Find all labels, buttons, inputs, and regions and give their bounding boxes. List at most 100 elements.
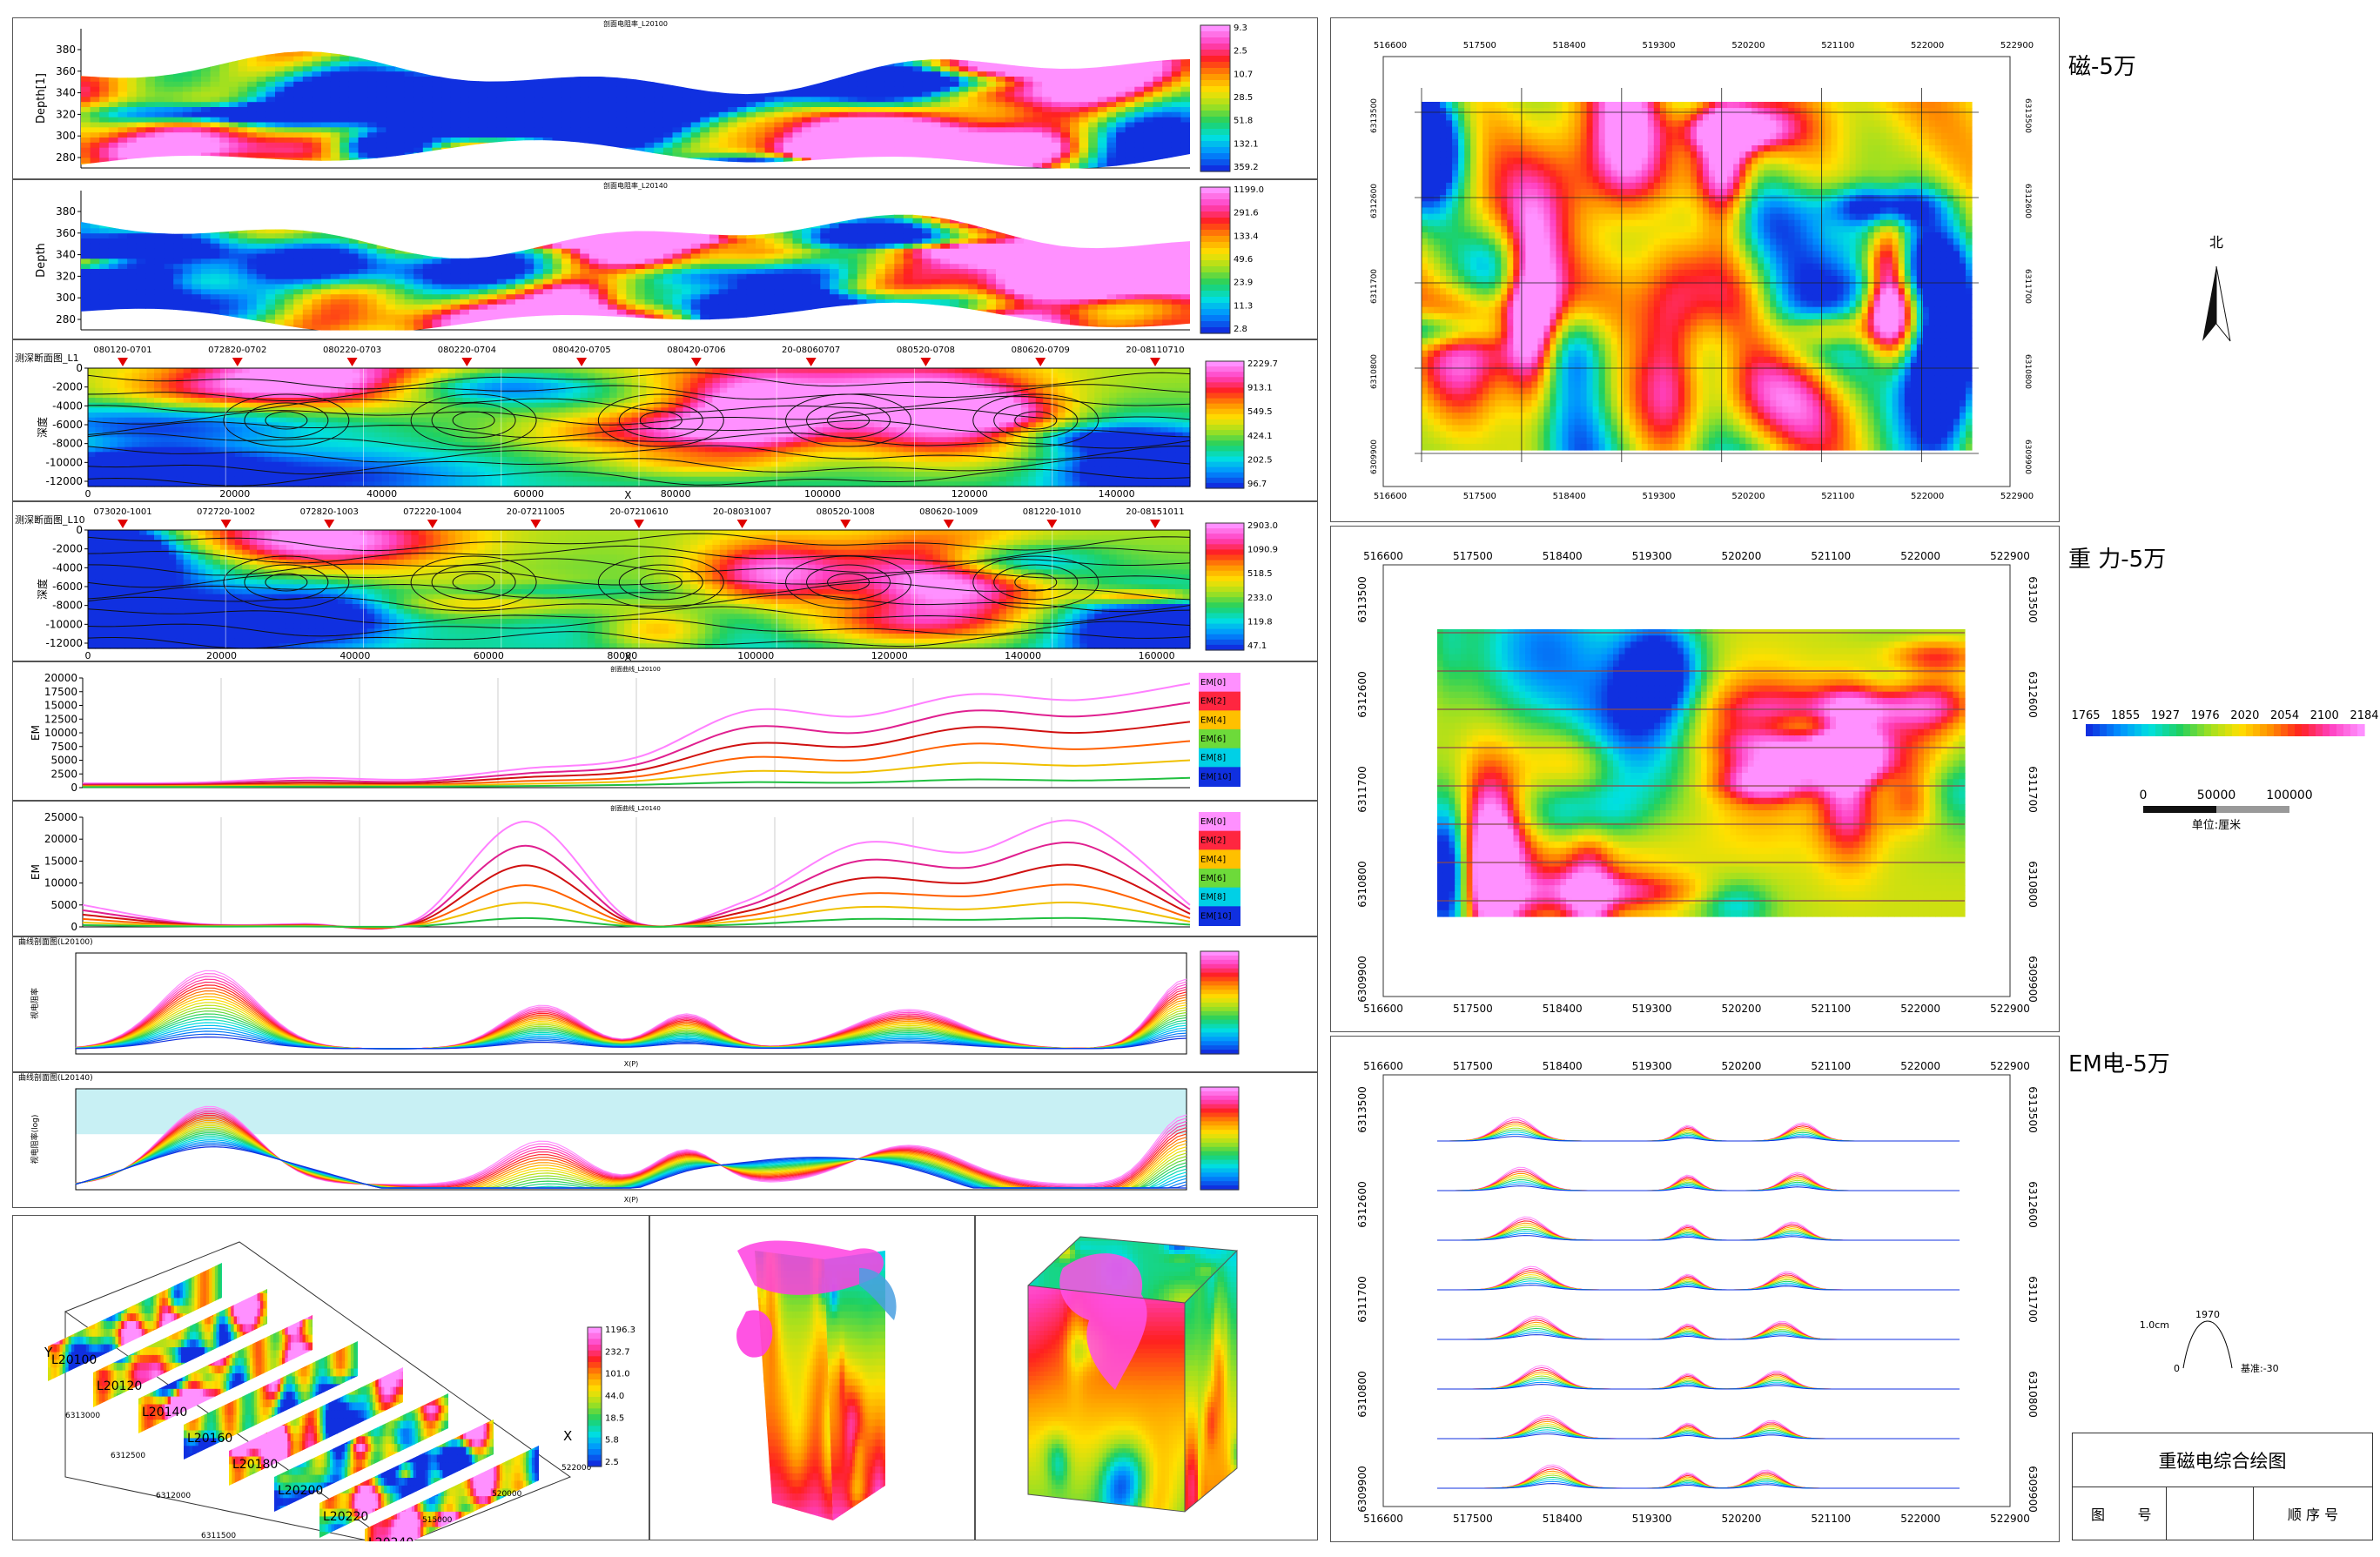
- map-x-tick-bottom: 516600: [1374, 492, 1407, 501]
- block-volume-3d: [1027, 1236, 1238, 1513]
- colorbar-tick-label: 5.8: [605, 1436, 619, 1446]
- station-label: 080520-0708: [897, 346, 955, 355]
- map-x-tick-bottom: 517500: [1453, 1513, 1493, 1525]
- grav-legend-swatch: [2316, 724, 2323, 736]
- station-marker: [530, 520, 541, 528]
- map-y-tick-right: 6310800: [2027, 861, 2039, 907]
- em-map: 516600 516600 517500 517500 518400 518400 5193…: [1356, 1060, 2039, 1525]
- stack-line-label: L20180: [232, 1458, 278, 1472]
- stack-line-label: L20120: [97, 1379, 142, 1393]
- y-axis-label: EM: [30, 864, 42, 880]
- grav-legend-swatch: [2267, 724, 2275, 736]
- series-line-EM[6]: [82, 740, 1191, 788]
- grav-legend-label: 2054: [2270, 709, 2299, 722]
- legend-swatch: [1199, 729, 1240, 749]
- legend-label: EM[10]: [1200, 772, 1232, 782]
- grav-legend-swatch: [2211, 724, 2219, 736]
- grav-legend-swatch: [2204, 724, 2212, 736]
- depth-tick-label: 340: [56, 249, 76, 261]
- x-tick-label: 0: [85, 488, 91, 500]
- colorbar-tick-label: 2.5: [605, 1458, 619, 1467]
- legend-label: EM[0]: [1200, 817, 1226, 827]
- curve-key-shape: [2182, 1320, 2233, 1369]
- map-y-tick-right: 6313500: [2027, 576, 2039, 622]
- map-x-tick-bottom: 518400: [1553, 492, 1586, 501]
- curve-key-zero: 0: [2174, 1363, 2180, 1374]
- panel-section-a: 0 -2000 -4000 -6000 -8000 -10000 -12000 0 20000 4…: [12, 339, 1318, 501]
- map-x-tick-bottom: 521100: [1821, 492, 1854, 501]
- map-x-tick-bottom: 517500: [1463, 492, 1496, 501]
- depth-profile-1-chart: 380 360 340 320 300 280 Depth[1] 剖面电阻率_L20100 9.…: [35, 19, 1259, 172]
- panel-em-1: 20000 17500 15000 12500 10000 7500 5000 2500 0 EM…: [12, 661, 1318, 801]
- station-label: 080520-1008: [817, 507, 875, 517]
- map-x-tick-top: 522900: [2000, 41, 2034, 50]
- section-a-chart: 0-2000-4000-6000-8000-10000-120000 20000 4…: [15, 346, 1278, 501]
- depth-tick-label: 380: [56, 205, 76, 218]
- grav-legend-swatch: [2107, 724, 2114, 736]
- depth-profile-2-chart: 380 360 340 320 300 280 Depth 剖面电阻率_L20140 1199.…: [35, 181, 1264, 334]
- legend-label: EM[2]: [1200, 836, 1226, 846]
- scale-unit: 单位:厘米: [2192, 819, 2241, 832]
- map-x-tick-top: 517500: [1453, 550, 1493, 562]
- grav-legend-swatch: [2357, 724, 2365, 736]
- station-marker: [118, 520, 128, 528]
- colorbar-tick-label: 47.1: [1247, 641, 1267, 651]
- station-label: 20-08060707: [782, 346, 840, 355]
- map-x-tick-bottom: 522900: [1990, 1003, 2030, 1015]
- grav-legend-swatch: [2336, 724, 2344, 736]
- map-x-tick-bottom: 522000: [1900, 1003, 1940, 1015]
- map-y-tick-left: 6313500: [1356, 576, 1368, 622]
- map-x-tick-top: 518400: [1543, 550, 1583, 562]
- em-tick-label: 0: [71, 782, 77, 794]
- curve-b-chart: 曲线剖面图(L20140) 视电阻率(log) X(P): [18, 1073, 1240, 1204]
- y-axis-label: Depth: [35, 243, 48, 278]
- chart-title: 剖面电阻率_L20140: [603, 181, 668, 190]
- x-axis-label: X(P): [624, 1060, 639, 1068]
- em-profile-curve: [1437, 1334, 1960, 1340]
- em-tick-label: 20000: [44, 833, 77, 845]
- map-y-tick-left: 6311700: [1356, 1276, 1368, 1322]
- x-tick-label: 20000: [206, 650, 237, 661]
- grav-legend-swatch: [2121, 724, 2128, 736]
- title-cell-blank: [2167, 1487, 2254, 1540]
- legend-swatch: [1199, 812, 1240, 832]
- station-marker: [220, 520, 232, 528]
- stack-colorbar: [588, 1327, 602, 1467]
- x-tick-label: 80000: [607, 650, 637, 661]
- grav-legend-swatch: [2155, 724, 2163, 736]
- grav-legend-swatch: [2295, 724, 2303, 736]
- colorbar-frame: [1200, 950, 1240, 1055]
- panel-depth-profile-2: 380 360 340 320 300 280 Depth 剖面电阻率_L20140 1199.…: [12, 179, 1318, 339]
- depth-tick-label: 340: [56, 87, 76, 99]
- chart-title: 剖面曲线_L20140: [610, 804, 661, 812]
- depth-tick-label: 300: [56, 292, 76, 304]
- depth-tick-label: -8000: [52, 600, 83, 612]
- map-frame: [1382, 56, 2011, 487]
- legend-swatch: [1199, 849, 1240, 869]
- panel-section-b: 0 -2000 -4000 -6000 -8000 -10000 -12000 0 20000 4…: [12, 501, 1318, 662]
- station-marker: [118, 358, 128, 366]
- grav-legend-swatch: [2239, 724, 2247, 736]
- north-arrow-left: [2202, 266, 2216, 341]
- x-tick-label: 120000: [871, 650, 908, 661]
- map-y-tick-left: 6309900: [1370, 440, 1379, 474]
- map-x-tick-top: 522900: [1990, 1060, 2030, 1072]
- grav-legend-swatch: [2135, 724, 2142, 736]
- grav-map-label: 重 力-5万: [2068, 541, 2166, 574]
- em-tick-label: 5000: [50, 899, 77, 911]
- series-line-EM[10]: [82, 916, 1191, 928]
- scale-tick: 0: [2140, 789, 2148, 802]
- colorbar-tick-label: 28.5: [1234, 93, 1253, 103]
- map-x-tick-top: 516600: [1363, 1060, 1403, 1072]
- series-line-EM[8]: [82, 759, 1191, 788]
- grav-legend-swatch: [2176, 724, 2184, 736]
- map-x-tick-top: 522000: [1911, 41, 1944, 50]
- colorbar-tick-label: 2.5: [1234, 47, 1247, 57]
- panel-grav-map: 516600 516600 517500 517500 518400 518400 5193…: [1330, 526, 2060, 1032]
- stack-x-tick: 522000: [561, 1464, 592, 1473]
- legend-swatch: [1199, 906, 1240, 926]
- chart-title: 曲线剖面图(L20100): [18, 937, 93, 947]
- legend-swatch: [1199, 869, 1240, 889]
- gravity-map: 516600 516600 517500 517500 518400 518400 5193…: [1356, 550, 2039, 1015]
